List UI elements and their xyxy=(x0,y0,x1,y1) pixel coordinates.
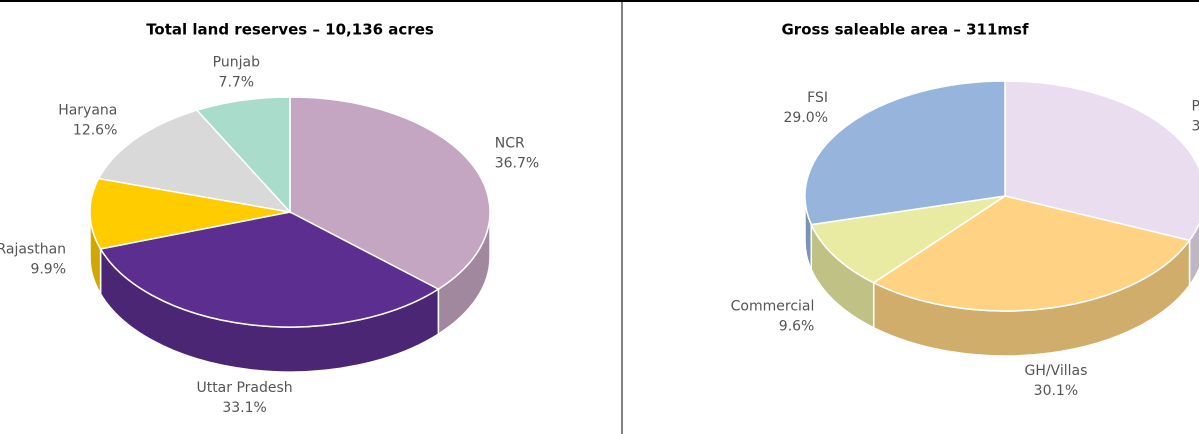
chart-title: Total land reserves – 10,136 acres xyxy=(146,21,434,39)
pie-slice xyxy=(99,211,440,328)
category-label: Uttar Pradesh xyxy=(196,380,292,396)
category-label: FSI xyxy=(807,90,828,106)
chart-title: Gross saleable area – 311msf xyxy=(781,21,1028,39)
category-label: Punjab xyxy=(213,54,260,70)
data-label: 30.1% xyxy=(1034,383,1078,399)
data-label: 12.6% xyxy=(73,122,117,138)
pie-slice xyxy=(89,177,291,250)
category-label: NCR xyxy=(495,136,525,152)
data-label: 31.3% xyxy=(1191,118,1199,134)
category-label: Plots xyxy=(1191,98,1199,114)
pie-slice xyxy=(97,109,293,214)
data-label: 36.7% xyxy=(495,156,539,172)
pie-slice xyxy=(872,195,1191,312)
data-label: 33.1% xyxy=(222,400,266,416)
pie-slice xyxy=(195,96,291,214)
data-label: 7.7% xyxy=(219,74,255,90)
category-label: Rajasthan xyxy=(0,241,66,257)
category-label: Haryana xyxy=(58,102,117,118)
data-label: 9.9% xyxy=(30,261,66,277)
category-label: GH/Villas xyxy=(1024,363,1087,379)
data-label: 9.6% xyxy=(779,318,815,334)
pie-slice xyxy=(289,96,491,290)
category-label: Commercial xyxy=(731,298,815,314)
pie-slice xyxy=(804,80,1006,226)
data-label: 29.0% xyxy=(784,110,828,126)
pie-slice xyxy=(1004,80,1199,242)
